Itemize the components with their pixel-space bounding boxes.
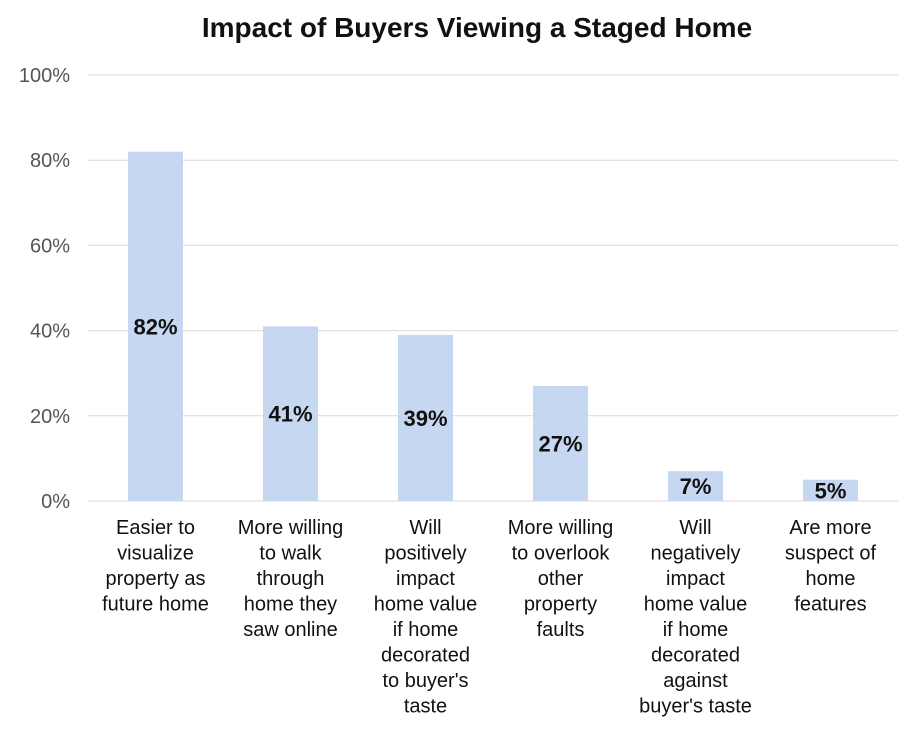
category-labels: Easier to visualize property as future home…	[102, 517, 876, 718]
category-label: Will positively impact home value if home dec…	[374, 517, 477, 718]
category-label: More willing to walk through home they saw o…	[238, 517, 344, 641]
data-label: 41%	[268, 402, 312, 427]
data-label: 27%	[538, 431, 582, 456]
data-label: 39%	[403, 406, 447, 431]
category-label: Will negatively impact home value if home dec…	[639, 517, 752, 718]
bars	[128, 151, 858, 501]
y-axis-ticks: 0% 20% 40% 60% 80% 100%	[19, 65, 70, 513]
data-label: 82%	[133, 314, 177, 339]
category-label: Are more suspect of home features	[785, 517, 877, 616]
y-tick-label: 80%	[30, 150, 70, 172]
bar	[128, 151, 183, 501]
bar	[668, 471, 723, 501]
data-labels: 82% 41% 39% 27% 7% 5%	[133, 314, 846, 503]
gridlines	[88, 74, 898, 502]
chart-title: Impact of Buyers Viewing a Staged Home	[201, 12, 753, 43]
y-tick-label: 20%	[30, 406, 70, 428]
y-tick-label: 40%	[30, 321, 70, 343]
data-label: 7%	[680, 474, 712, 499]
bar	[398, 334, 453, 501]
category-label: More willing to overlook other property faul…	[508, 517, 614, 641]
bar	[263, 326, 318, 501]
y-tick-label: 100%	[19, 65, 70, 87]
category-label: Easier to visualize property as future home	[102, 517, 209, 616]
bar	[533, 385, 588, 501]
y-tick-label: 60%	[30, 235, 70, 257]
data-label: 5%	[815, 478, 847, 503]
bar	[803, 479, 858, 501]
y-tick-label: 0%	[41, 491, 70, 513]
